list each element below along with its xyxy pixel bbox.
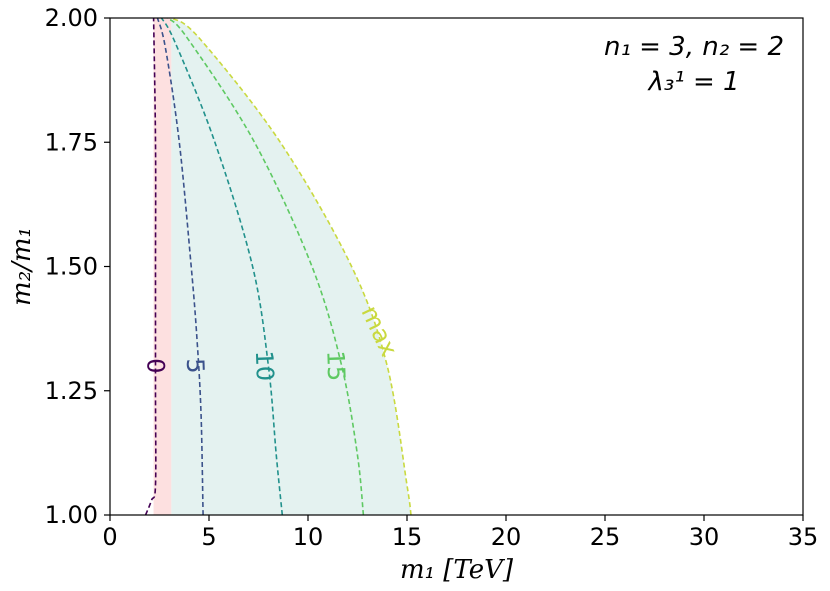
parameter-annotation-line2: λ₃¹ = 1 (646, 67, 739, 97)
y-tick-label-1.75: 1.75 (45, 128, 98, 156)
contour-label-10: 10 (250, 350, 279, 382)
parameter-annotation-line1: n₁ = 3, n₂ = 2 (604, 32, 784, 62)
x-tick-label-20: 20 (491, 523, 522, 551)
contour-label-0: 0 (141, 358, 170, 374)
x-tick-label-30: 30 (689, 523, 720, 551)
y-tick-label-2.00: 2.00 (45, 4, 98, 32)
y-tick-label-1.50: 1.50 (45, 253, 98, 281)
contour-line-0 (144, 17, 157, 516)
contour-line-10 (160, 17, 284, 516)
x-tick-label-35: 35 (788, 523, 819, 551)
y-tick-label-1.25: 1.25 (45, 377, 98, 405)
x-axis-label: m₁ [TeV] (400, 555, 514, 585)
contour-line-max (170, 17, 412, 516)
x-tick-label-5: 5 (201, 523, 216, 551)
contour-line-15 (166, 17, 365, 516)
excluded-region-0 (153, 18, 172, 515)
axis-ticks: 0 5 10 15 20 25 30 351.001.251.501.752.00 (45, 4, 819, 551)
contour-label-5: 5 (181, 358, 210, 374)
x-tick-label-15: 15 (392, 523, 423, 551)
x-tick-label-10: 10 (293, 523, 324, 551)
contour-line-5 (156, 17, 204, 516)
contour-label-15: 15 (321, 350, 350, 382)
y-axis-label: m₂/m₁ (7, 227, 37, 306)
allowed-region-1 (171, 18, 411, 515)
x-tick-label-25: 25 (590, 523, 621, 551)
y-tick-label-1.00: 1.00 (45, 501, 98, 529)
x-tick-label-0: 0 (102, 523, 117, 551)
